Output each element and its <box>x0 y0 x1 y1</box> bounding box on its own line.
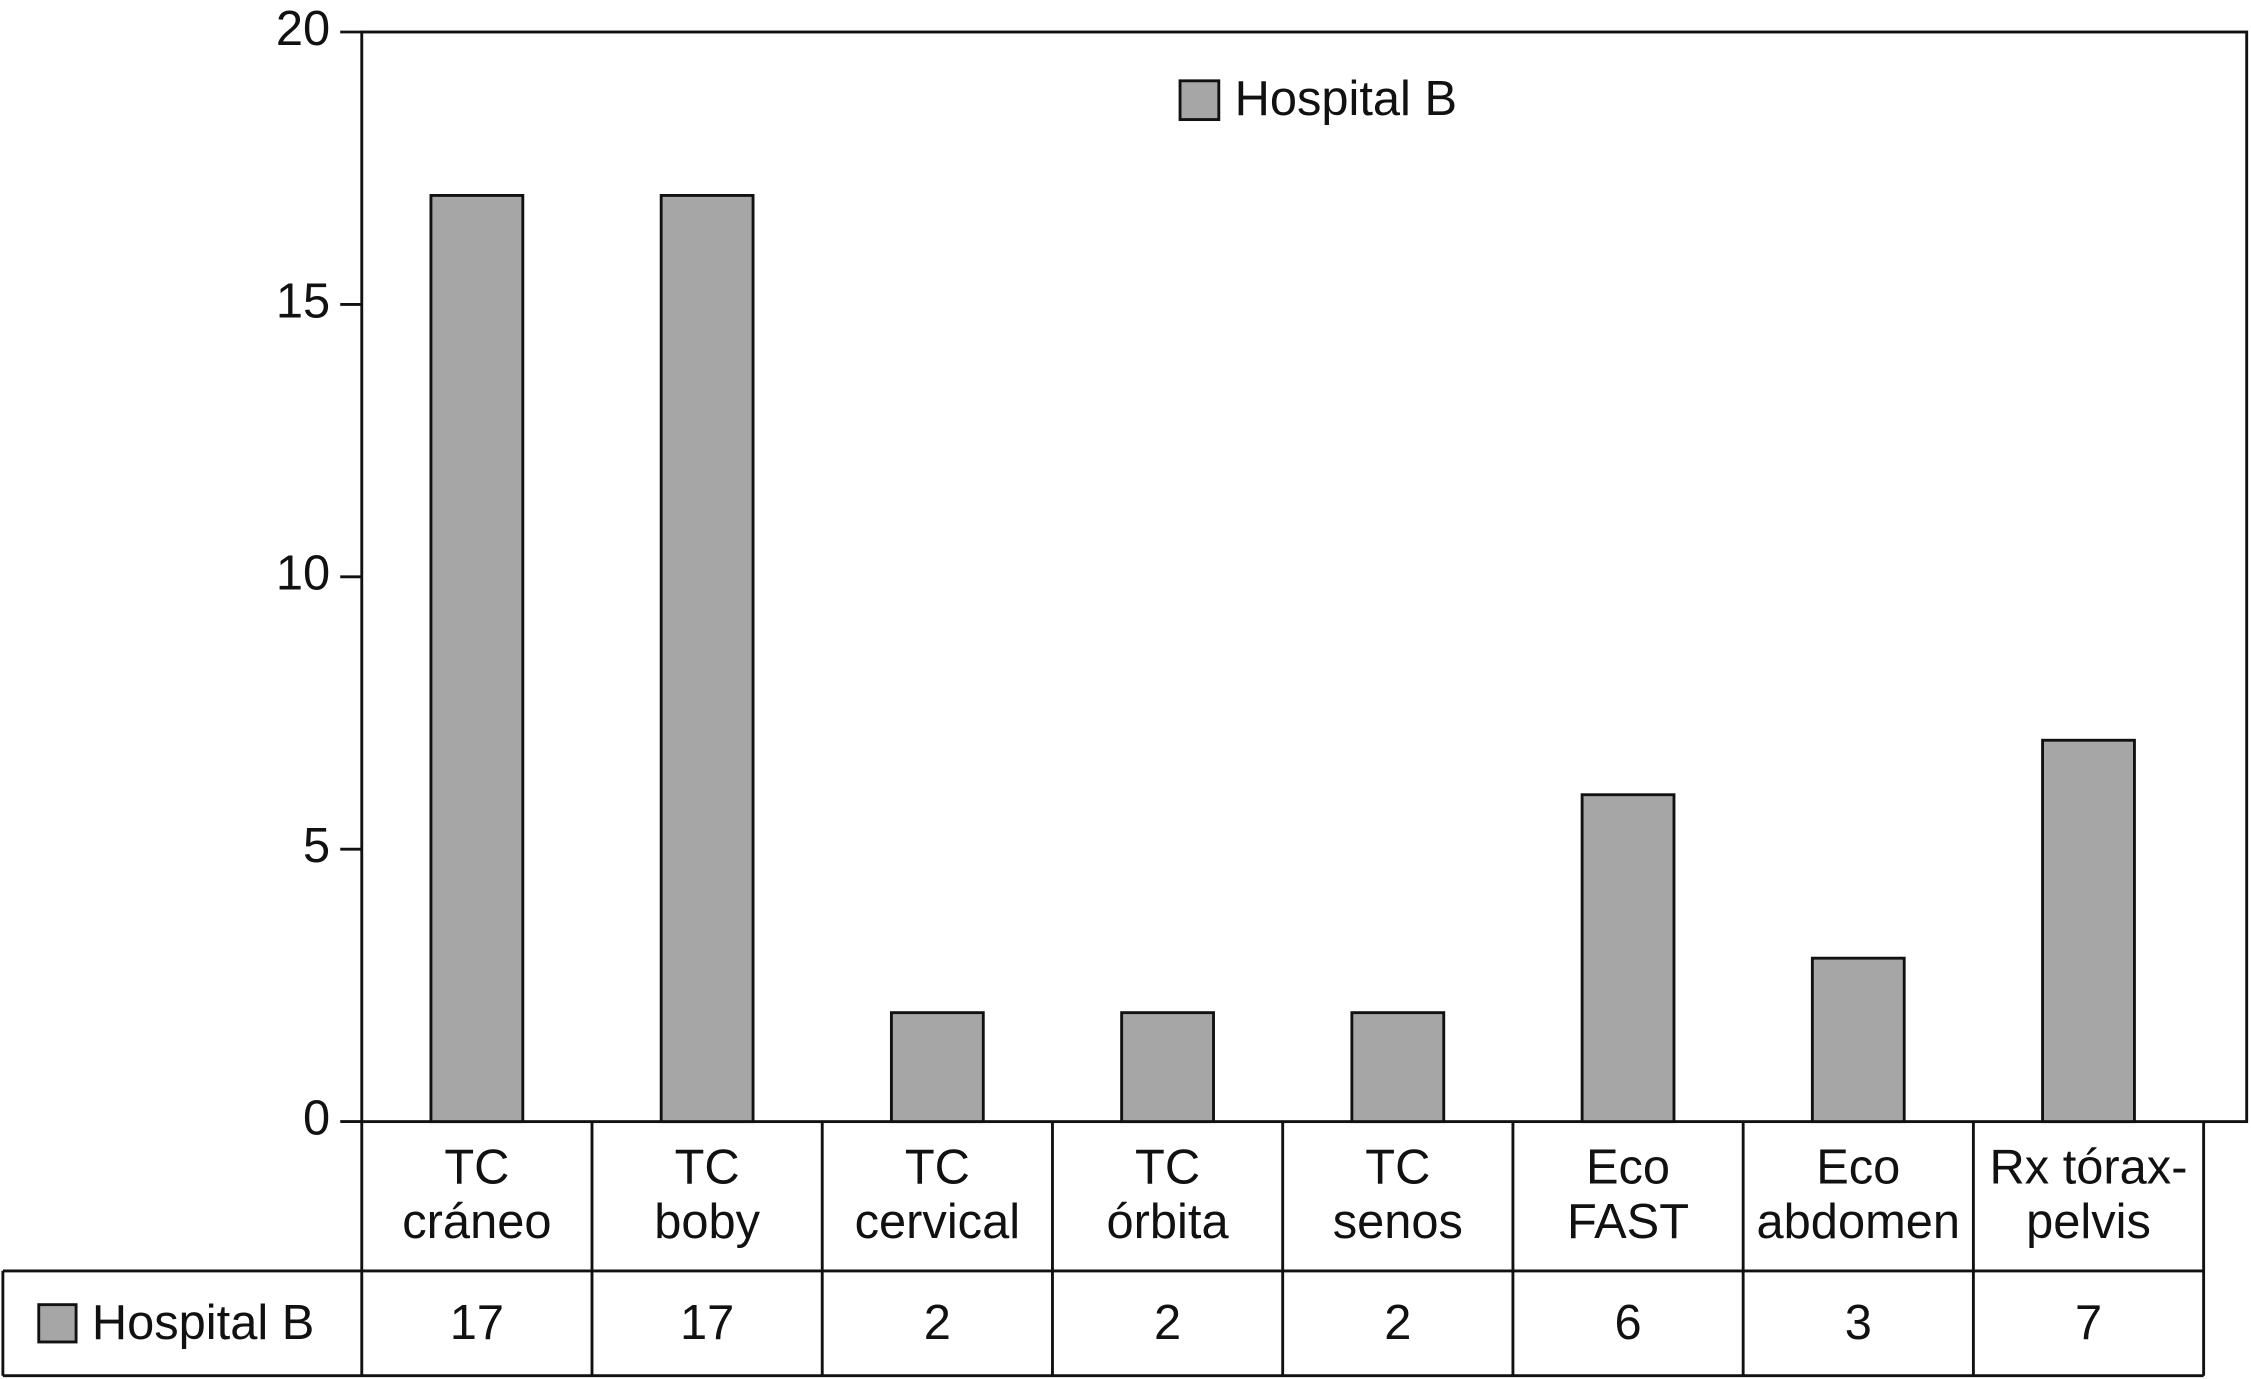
bar <box>429 194 525 1124</box>
bar <box>1120 1011 1215 1124</box>
legend-label: Hospital B <box>1235 72 1457 126</box>
y-tick-label: 20 <box>276 2 330 56</box>
table-value: 17 <box>450 1296 504 1350</box>
legend-swatch <box>1178 79 1221 122</box>
x-tick-label: abdomen <box>1757 1195 1960 1249</box>
x-tick-label: pelvis <box>2026 1195 2151 1249</box>
table-value: 7 <box>2075 1296 2102 1350</box>
x-tick-label: cervical <box>855 1195 1020 1249</box>
x-tick-label: Eco <box>1586 1140 1670 1194</box>
x-tick-label: FAST <box>1567 1195 1689 1249</box>
bar <box>1810 956 1906 1124</box>
y-tick-label: 15 <box>276 274 330 328</box>
x-tick-label: TC <box>905 1140 970 1194</box>
table-row-label: Hospital B <box>92 1296 314 1350</box>
bar <box>2041 738 2136 1124</box>
bar <box>889 1011 985 1124</box>
x-tick-label: Eco <box>1816 1140 1900 1194</box>
table-value: 2 <box>1384 1296 1411 1350</box>
y-tick-label: 5 <box>303 819 330 873</box>
plot-frame <box>360 30 2249 1124</box>
x-tick-label: senos <box>1333 1195 1463 1249</box>
x-tick-label: Rx tórax- <box>1990 1140 2188 1194</box>
x-tick-label: TC <box>1365 1140 1430 1194</box>
table-value: 2 <box>1154 1296 1181 1350</box>
table-value: 3 <box>1845 1296 1872 1350</box>
bar <box>659 194 755 1124</box>
table-value: 17 <box>680 1296 734 1350</box>
table-swatch <box>37 1303 78 1344</box>
x-tick-label: TC <box>444 1140 509 1194</box>
y-tick-label: 10 <box>276 547 330 601</box>
table-value: 6 <box>1614 1296 1641 1350</box>
table-value: 2 <box>924 1296 951 1350</box>
y-tick-label: 0 <box>303 1092 330 1146</box>
x-tick-label: órbita <box>1107 1195 1230 1249</box>
x-tick-label: boby <box>654 1195 760 1249</box>
bar <box>1580 793 1676 1124</box>
x-tick-label: TC <box>675 1140 740 1194</box>
bar <box>1350 1011 1446 1124</box>
x-tick-label: cráneo <box>402 1195 551 1249</box>
x-tick-label: TC <box>1135 1140 1200 1194</box>
